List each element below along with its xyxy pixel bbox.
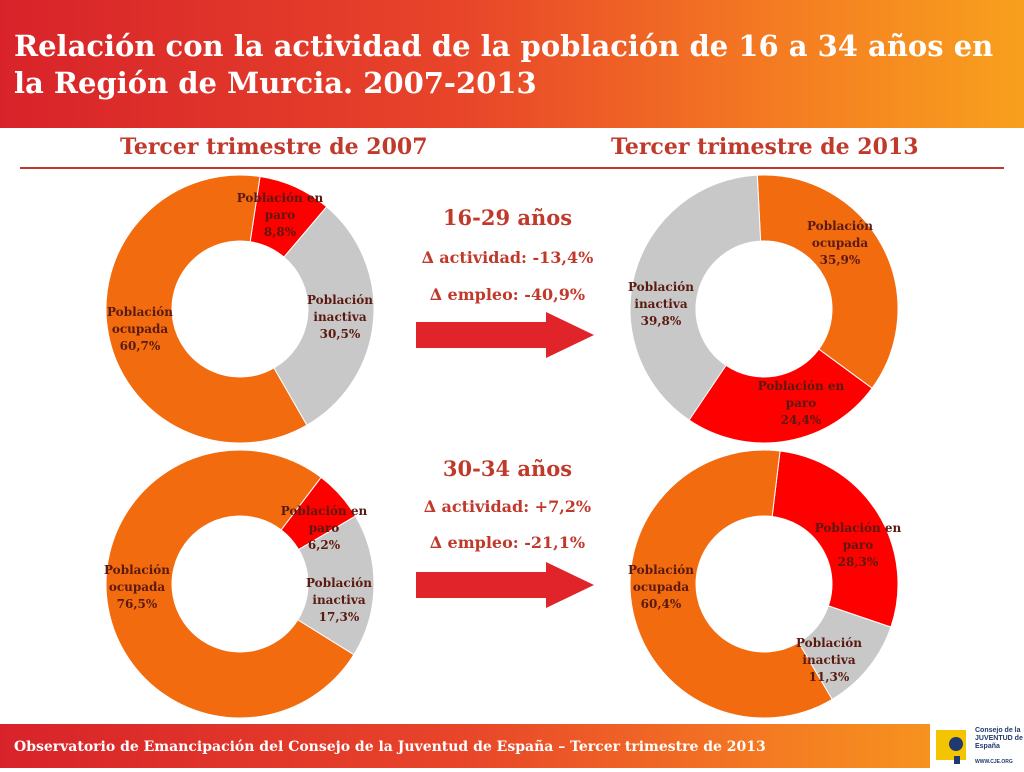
donut-chart-2013-30-34 [629,449,899,719]
arrow-right-icon [416,312,594,358]
slice-label: Población inactiva 11,3% [795,636,863,684]
donut-slice [771,450,899,628]
delta-employment: ∆ empleo: -21,1% [429,533,586,552]
column-title-2013: Tercer trimestre de 2013 [611,134,919,160]
age-group-label: 16-29 años [442,205,573,230]
slice-label: Población ocupada 60,7% [106,305,174,353]
donut-slice [105,449,355,719]
slice-label: Población en paro 8,8% [236,191,324,239]
delta-employment: ∆ empleo: -40,9% [429,285,586,304]
slice-label: Población en paro 24,4% [757,379,845,427]
logo-url: WWW.CJE.ORG [975,759,1013,765]
donut-chart-2007-30-34 [105,449,375,719]
donut-slice [273,206,375,426]
column-title-2007: Tercer trimestre de 2007 [120,134,428,160]
logo-text: Consejo de la JUVENTUD de España [975,727,1023,750]
slice-label: Población en paro 28,3% [814,521,902,569]
donut-slice [629,174,762,421]
page-title: Relación con la actividad de la població… [14,29,994,100]
slice-label: Población en paro 6,2% [280,504,368,552]
slice-label: Población ocupada 35,9% [806,219,874,267]
slice-label: Población inactiva 17,3% [305,576,373,624]
slice-label: Población inactiva 39,8% [627,280,695,328]
delta-activity: ∆ actividad: +7,2% [423,497,592,516]
age-group-label: 30-34 años [442,456,573,481]
header-banner [0,0,1024,128]
donut-slice [629,449,833,719]
donut-slice [688,348,873,444]
delta-activity: ∆ actividad: -13,4% [421,248,594,267]
logo [930,724,1024,768]
slice-label: Población inactiva 30,5% [306,293,374,341]
slice-label: Población ocupada 60,4% [627,563,695,611]
divider [20,167,1004,169]
footer-text: Observatorio de Emancipación del Consejo… [14,739,766,755]
donut-slice [297,515,375,656]
slice-label: Población ocupada 76,5% [103,563,171,611]
logo-icon [936,730,966,764]
arrow-right-icon [416,562,594,608]
footer-banner [0,724,1024,768]
donut-slice [756,174,899,389]
donut-chart-2007-16-29 [105,174,375,444]
donut-slice [105,174,308,444]
donut-chart-2013-16-29 [629,174,899,444]
